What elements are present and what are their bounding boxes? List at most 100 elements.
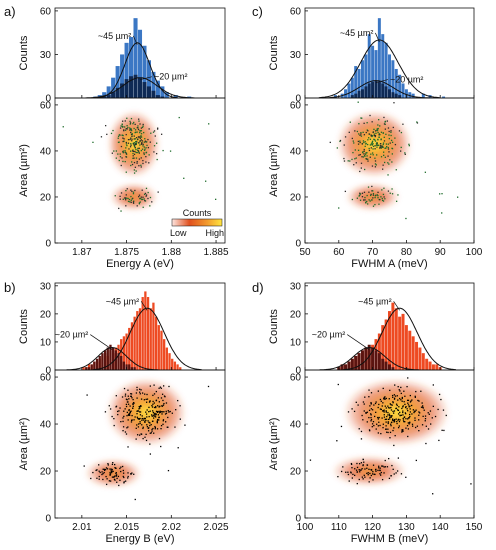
scatter-point [148,128,150,130]
histogram-bar [371,347,375,370]
scatter-point [122,150,125,152]
scatter-point [125,189,127,192]
x-tick-label: 2.01 [72,522,92,533]
scatter-point [131,140,133,142]
histogram-bar [371,45,375,98]
scatter-point [399,414,401,417]
scatter-point [371,190,373,192]
scatter-point [151,428,153,431]
scatter-point [140,157,142,159]
scatter-point [132,149,134,151]
scatter-point [162,404,165,406]
scatter-point [384,405,386,407]
scatter-point [125,199,127,201]
scatter-point [366,411,369,413]
scatter-point [139,140,141,143]
scatter-point [422,407,424,409]
scatter-point [160,424,163,427]
scatter-point [395,403,398,405]
scatter-point [142,125,144,127]
scatter-point [378,421,380,423]
x-tick-label: 120 [364,522,381,533]
scatter-point [142,206,144,208]
histogram-bar [398,316,402,370]
scatter-point [139,421,141,423]
histogram-bar [155,95,160,98]
scatter-point [145,161,147,163]
scatter-point [139,201,141,203]
histogram-bar [103,350,107,370]
scatter-point [177,447,179,449]
scatter-point [361,196,364,198]
histogram-bar [133,316,136,370]
scatter-point [414,395,416,397]
scatter-point [367,203,369,205]
scatter-point [145,401,148,403]
scatter-point [390,131,392,133]
scatter-point [110,470,112,472]
scatter-point [387,411,389,414]
scatter-point [353,164,355,166]
scatter-point [404,395,406,397]
scatter-point [133,419,135,421]
scatter-point [115,475,117,477]
scatter-point [141,126,144,129]
scatter-point [393,397,396,399]
histogram: ~45 µm² ~20 µm² [85,18,195,99]
scatter-point [412,409,415,411]
scatter-point [373,473,375,475]
scatter-point [113,476,115,478]
scatter-point [363,410,365,412]
scatter-point [424,171,427,173]
scatter-point [130,410,132,412]
scatter-point [151,420,154,423]
scatter-point [125,153,127,155]
scatter-point [133,138,135,140]
scatter-point [137,128,140,131]
scatter-point [155,413,157,416]
scatter-point [121,465,124,468]
scatter-point [142,426,144,428]
scatter-point [387,421,389,423]
scatter-point [135,157,138,159]
scatter-point [119,156,122,158]
scatter-point [162,399,164,402]
scatter-point [129,405,131,407]
scatter-point [131,472,133,474]
scatter-point [409,394,411,397]
y-tick-label: 60 [290,100,302,111]
scatter-point [369,138,372,140]
scatter-point [133,172,136,174]
scatter-point [125,398,128,400]
scatter-point [115,406,117,408]
scatter-point [392,402,394,404]
scatter-point [138,434,141,436]
scatter-point [154,426,157,429]
scatter-point [117,141,120,144]
scatter-point [383,416,386,418]
scatter-point [146,141,148,143]
scatter-point [157,414,160,416]
scatter-point [129,146,132,148]
scatter-point [144,420,146,423]
scatter-point [371,142,373,144]
scatter-point [103,469,106,471]
scatter-point [395,418,397,420]
y-tick-label: 60 [40,6,52,17]
scatter-point [138,202,141,204]
scatter-point [374,145,376,147]
scatter-point [388,163,390,165]
annotation-arrow [139,76,153,81]
scatter-point [377,197,379,199]
scatter-point [146,144,148,147]
scatter-point [138,203,141,205]
histogram-bar [151,90,156,98]
scatter-point [122,472,125,474]
scatter-point [130,164,132,167]
scatter-point [421,424,424,426]
scatter-point [140,149,142,152]
scatter-point [153,406,156,409]
scatter-point [359,170,361,173]
scatter-point [407,404,410,406]
scatter-point [381,197,383,200]
